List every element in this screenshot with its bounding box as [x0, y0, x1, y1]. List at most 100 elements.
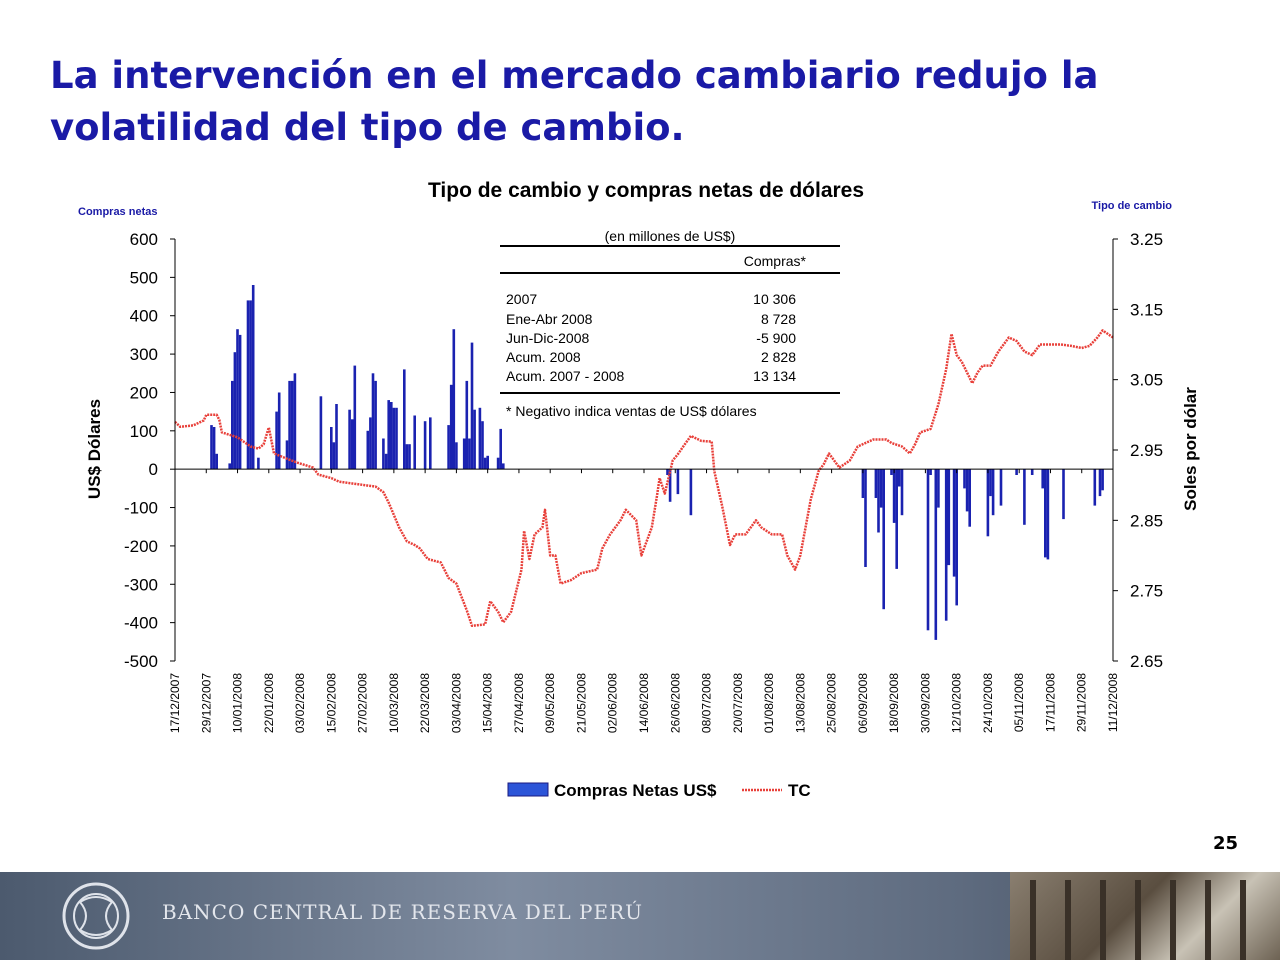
bar	[212, 427, 216, 470]
bar	[257, 457, 260, 470]
left-tick-label: -300	[124, 575, 158, 594]
x-tick-label: 13/08/2008	[793, 673, 807, 733]
legend-bars-label: Compras Netas US$	[554, 781, 717, 800]
bar	[288, 380, 291, 470]
left-tick-label: 500	[130, 268, 158, 287]
x-tick-label: 06/09/2008	[856, 673, 870, 733]
bar	[499, 428, 502, 470]
bar	[874, 469, 878, 498]
bar	[676, 469, 680, 495]
footer-photo	[1010, 872, 1280, 960]
left-tick-label: -200	[124, 537, 158, 556]
x-tick-label: 22/03/2008	[418, 673, 432, 733]
tc-series-line	[174, 329, 1114, 628]
right-tick-label: 2.65	[1130, 652, 1163, 671]
x-tick-label: 25/08/2008	[825, 673, 839, 733]
x-tick-label: 29/12/2007	[199, 673, 213, 733]
footer-banner: BANCO CENTRAL DE RESERVA DEL PERÚ	[0, 872, 1280, 960]
x-tick-label: 12/10/2008	[950, 673, 964, 733]
bar	[689, 469, 693, 516]
bar	[968, 469, 971, 527]
x-tick-label: 11/12/2008	[1106, 673, 1120, 732]
bar	[1015, 469, 1018, 475]
inset-row-label: Ene-Abr 2008	[506, 311, 593, 327]
bar	[965, 469, 969, 512]
bar	[369, 417, 372, 470]
bar	[879, 469, 883, 508]
inset-row-value: 10 306	[753, 291, 796, 307]
bar	[353, 365, 357, 470]
page-number: 25	[1212, 833, 1238, 854]
bar	[350, 419, 354, 470]
bar	[877, 469, 880, 533]
bar	[330, 427, 333, 470]
x-tick-label: 30/09/2008	[918, 673, 932, 733]
x-tick-label: 01/08/2008	[762, 673, 776, 733]
bar	[963, 469, 966, 489]
bar	[249, 300, 252, 470]
footer-bank-name: BANCO CENTRAL DE RESERVA DEL PERÚ	[162, 900, 644, 924]
line-layer	[174, 329, 1114, 628]
bar	[392, 407, 396, 470]
bar	[238, 334, 242, 470]
bar	[929, 469, 932, 475]
bar	[986, 469, 990, 537]
left-tick-label: -500	[124, 652, 158, 671]
bar	[991, 469, 995, 516]
inset-row-label: 2007	[506, 291, 537, 307]
bar	[864, 469, 867, 567]
inset-table: (en millones de US$) Compras* 2007 10 30…	[500, 228, 840, 419]
bar	[478, 407, 482, 470]
bar	[231, 380, 234, 470]
inset-row-label: Acum. 2007 - 2008	[506, 368, 625, 384]
inset-caption: (en millones de US$)	[605, 228, 736, 244]
bar	[405, 444, 409, 470]
inset-row: Acum. 2008 2 828	[506, 349, 796, 365]
bar	[1062, 469, 1065, 520]
bar	[926, 469, 930, 631]
bar	[470, 342, 474, 470]
bar	[486, 455, 489, 470]
chart-title: Tipo de cambio y compras netas de dólare…	[428, 179, 864, 202]
inset-row: 2007 10 306	[506, 291, 796, 307]
right-tick-label: 2.75	[1130, 582, 1163, 601]
bar	[455, 442, 458, 470]
bar	[898, 469, 901, 487]
left-tick-label: 0	[149, 460, 158, 479]
x-tick-label: 20/07/2008	[731, 673, 745, 733]
bar	[429, 417, 432, 470]
x-tick-label: 05/11/2008	[1012, 673, 1026, 732]
x-tick-label: 15/02/2008	[324, 673, 338, 733]
inset-row-label: Acum. 2008	[506, 349, 581, 365]
bar	[233, 352, 237, 470]
inset-row-value: -5 900	[756, 330, 796, 346]
bar	[900, 469, 904, 516]
bar	[390, 402, 393, 470]
legend: Compras Netas US$ TC	[507, 781, 811, 800]
x-tick-label: 02/06/2008	[606, 673, 620, 733]
bar	[251, 285, 255, 470]
bar	[275, 411, 278, 470]
inset-footnote: * Negativo indica ventas de US$ dólares	[506, 403, 757, 419]
left-tick-label: 200	[130, 383, 158, 402]
x-tick-label: 21/05/2008	[575, 673, 589, 733]
x-tick-label: 10/01/2008	[231, 673, 245, 733]
bar	[371, 373, 375, 470]
bar	[285, 440, 289, 470]
right-axis-caption: Tipo de cambio	[1092, 200, 1173, 212]
right-tick-label: 3.05	[1130, 371, 1163, 390]
bar	[387, 400, 390, 470]
bar	[952, 469, 956, 577]
legend-bars-swatch	[507, 782, 549, 797]
x-tick-label: 09/05/2008	[543, 673, 557, 733]
bar	[1041, 469, 1044, 489]
left-tick-label: 100	[130, 422, 158, 441]
x-tick-label: 18/09/2008	[887, 673, 901, 733]
x-tick-label: 29/11/2008	[1075, 673, 1089, 732]
bar	[890, 469, 893, 475]
inset-row-value: 8 728	[761, 311, 796, 327]
x-tick-label: 08/07/2008	[700, 673, 714, 733]
x-tick-label: 03/02/2008	[293, 673, 307, 733]
bar	[947, 469, 951, 566]
left-tick-label: 600	[130, 230, 158, 249]
